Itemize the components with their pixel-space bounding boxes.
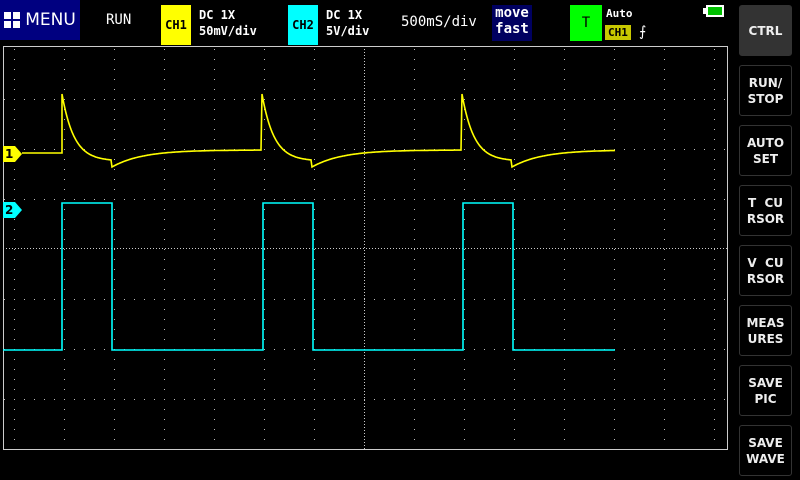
ch1-button[interactable]: CH1 [161, 5, 191, 45]
move-mode-line1: move [495, 5, 529, 21]
sidebar-button-tcursor[interactable]: T CU RSOR [739, 185, 792, 236]
move-mode-line2: fast [495, 21, 529, 37]
move-mode-button[interactable]: move fast [492, 5, 532, 41]
waveform-display[interactable]: 12 [0, 0, 730, 480]
menu-grid-icon [4, 12, 21, 28]
rising-edge-icon: ⨍ [639, 24, 647, 40]
ch1-scale: 50mV/div [199, 24, 257, 38]
ch1-marker-icon [3, 146, 22, 162]
menu-button[interactable]: MENU [0, 0, 80, 40]
ch1-marker-label: 1 [5, 147, 13, 161]
sidebar-button-autoset[interactable]: AUTO SET [739, 125, 792, 176]
trigger-mode: Auto [606, 7, 633, 20]
sidebar-button-runstop[interactable]: RUN/ STOP [739, 65, 792, 116]
ch2-trace [3, 202, 615, 351]
trigger-button[interactable]: T [570, 5, 602, 41]
ch1-trace [22, 93, 616, 169]
ch1-coupling: DC 1X [199, 8, 236, 22]
timebase[interactable]: 500mS/div [401, 14, 477, 30]
sidebar-button-savepic[interactable]: SAVE PIC [739, 365, 792, 416]
run-state[interactable]: RUN [106, 12, 132, 28]
menu-label: MENU [25, 10, 76, 30]
ch2-button[interactable]: CH2 [288, 5, 318, 45]
ch2-marker-icon [3, 202, 22, 218]
ch2-scale: 5V/div [326, 24, 370, 38]
battery-icon [703, 5, 725, 17]
sidebar-button-ctrl[interactable]: CTRL [739, 5, 792, 56]
sidebar-button-savewave[interactable]: SAVE WAVE [739, 425, 792, 476]
sidebar-button-measures[interactable]: MEAS URES [739, 305, 792, 356]
trigger-source: CH1 [605, 25, 631, 40]
ch2-marker-label: 2 [5, 203, 13, 217]
ch2-coupling: DC 1X [326, 8, 363, 22]
sidebar-button-vcursor[interactable]: V CU RSOR [739, 245, 792, 296]
